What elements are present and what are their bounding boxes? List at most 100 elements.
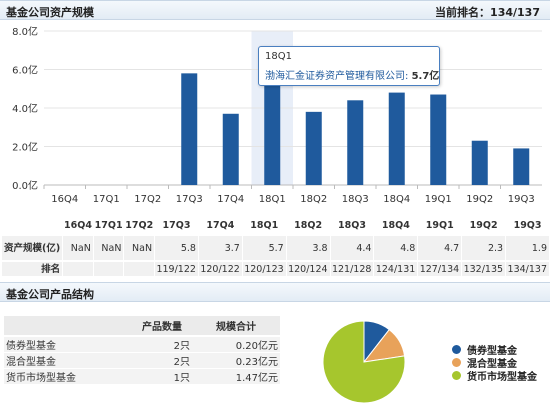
x-tick-label: 18Q2	[300, 194, 327, 205]
x-tick-label: 17Q1	[93, 194, 120, 205]
x-tick-label: 19Q1	[425, 194, 452, 205]
legend-dot-icon	[452, 345, 461, 354]
y-tick-label: 0.0亿	[12, 179, 38, 192]
bar[interactable]	[264, 75, 281, 185]
table-row: 债券型基金 2只 0.20亿元	[4, 336, 280, 353]
legend-item: 债券型基金	[452, 343, 537, 357]
bar[interactable]	[222, 113, 239, 185]
scale-cell: 4.4	[330, 235, 375, 262]
rank-cell: 132/135	[461, 261, 507, 276]
x-tick-label: 18Q4	[383, 194, 410, 205]
product-col-scale: 规模合计	[192, 316, 280, 337]
tooltip-label: 18Q1	[265, 51, 292, 62]
table-header-cell: 17Q3	[154, 217, 199, 236]
row-label-scale: 资产规模(亿)	[2, 235, 64, 262]
table-header-cell: 18Q4	[373, 217, 419, 236]
table-header-cell: 17Q2	[123, 217, 156, 236]
legend-item: 货币市场型基金	[452, 369, 537, 383]
x-tick-label: 18Q3	[342, 194, 369, 205]
rank-cell: 120/124	[286, 261, 331, 276]
scale-cell: 5.8	[154, 235, 199, 262]
y-tick-label: 4.0亿	[12, 102, 38, 115]
bar[interactable]	[347, 100, 364, 185]
bar[interactable]	[471, 140, 488, 185]
product-col-count: 产品数量	[132, 316, 192, 337]
rank-cell	[93, 261, 125, 276]
scale-cell: 1.9	[505, 235, 550, 262]
rank-cell: 120/123	[242, 261, 287, 276]
x-tick-label: 18Q1	[259, 194, 286, 205]
rank-cell: 121/128	[330, 261, 375, 276]
scale-cell: 4.8	[373, 235, 419, 262]
pie-legend: 债券型基金混合型基金 货币市场型基金	[452, 343, 537, 383]
bar[interactable]	[388, 92, 405, 185]
table-header-cell: 16Q4	[62, 217, 94, 236]
scale-cell: NaN	[123, 235, 156, 262]
asset-scale-bar-chart: 0.0亿 2.0亿 4.0亿 6.0亿 8.0亿 16Q4 17Q1 17Q2 17Q3 17Q4…	[12, 25, 542, 205]
table-header-cell: 18Q2	[286, 217, 331, 236]
product-name: 债券型基金	[4, 336, 132, 353]
product-scale: 0.20亿元	[192, 336, 280, 353]
pie-slice[interactable]	[322, 320, 406, 404]
product-count: 2只	[132, 352, 192, 369]
table-header-cell: 19Q3	[505, 217, 550, 236]
y-tick-label: 6.0亿	[12, 64, 38, 77]
scale-cell: NaN	[93, 235, 125, 262]
table-row: 混合型基金 2只 0.23亿元	[4, 352, 280, 369]
asset-scale-header: 基金公司资产规模 当前排名：134/137	[0, 0, 550, 20]
table-header-cell: 18Q1	[242, 217, 287, 236]
scale-cell: 3.8	[286, 235, 331, 262]
current-rank: 当前排名：134/137	[435, 6, 540, 19]
bar[interactable]	[305, 111, 322, 185]
y-tick-label: 8.0亿	[12, 25, 38, 38]
row-label-rank: 排名	[2, 261, 64, 276]
product-scale: 1.47亿元	[192, 368, 280, 385]
rank-cell: 119/122	[154, 261, 199, 276]
chart-tooltip: 18Q1 渤海汇金证券资产管理有限公司: 5.7亿	[258, 46, 440, 86]
legend-dot-icon	[452, 358, 461, 367]
product-count: 2只	[132, 336, 192, 353]
tooltip-value: 5.7亿	[411, 71, 440, 82]
legend-dot-icon	[452, 371, 461, 380]
rank-cell: 120/122	[198, 261, 243, 276]
table-header-cell: 19Q2	[461, 217, 507, 236]
rank-cell: 127/134	[417, 261, 463, 276]
scale-cell: 5.7	[242, 235, 287, 262]
rank-cell: 134/137	[505, 261, 550, 276]
scale-cell: 3.7	[198, 235, 243, 262]
product-structure-header: 基金公司产品结构	[0, 282, 550, 302]
table-header-cell: 17Q1	[93, 217, 125, 236]
bar[interactable]	[430, 94, 447, 185]
rank-cell	[123, 261, 156, 276]
product-name: 混合型基金	[4, 352, 132, 369]
table-header-cell: 17Q4	[198, 217, 243, 236]
scale-cell: NaN	[62, 235, 94, 262]
y-tick-label: 2.0亿	[12, 141, 38, 154]
rank-cell	[62, 261, 94, 276]
asset-scale-title: 基金公司资产规模	[6, 6, 94, 19]
x-tick-label: 17Q4	[217, 194, 244, 205]
product-count: 1只	[132, 368, 192, 385]
product-col-name	[4, 316, 132, 337]
product-scale: 0.23亿元	[192, 352, 280, 369]
legend-label: 债券型基金	[467, 346, 517, 357]
table-corner	[2, 217, 64, 236]
bar[interactable]	[513, 148, 530, 185]
product-structure-title: 基金公司产品结构	[6, 288, 94, 301]
rank-cell: 124/131	[373, 261, 419, 276]
scale-cell: 4.7	[417, 235, 463, 262]
x-tick-label: 17Q2	[134, 194, 161, 205]
asset-scale-table: 16Q4 17Q1 17Q2 17Q3 17Q4 18Q1 18Q2 18Q3 18Q4 19Q1…	[2, 217, 550, 276]
bar[interactable]	[181, 73, 198, 185]
tooltip-series: 渤海汇金证券资产管理有限公司:	[265, 71, 409, 82]
legend-label: 混合型基金	[467, 359, 517, 370]
x-tick-label: 19Q3	[508, 194, 535, 205]
product-table: 产品数量 规模合计 债券型基金 2只 0.20亿元 混合型基金 2只 0.23亿元 货币市场…	[4, 316, 280, 385]
product-name: 货币市场型基金	[4, 368, 132, 385]
legend-item: 混合型基金	[452, 356, 537, 370]
product-pie-chart	[322, 320, 406, 404]
table-header-cell: 18Q3	[330, 217, 375, 236]
x-tick-label: 17Q3	[176, 194, 203, 205]
table-header-cell: 19Q1	[417, 217, 463, 236]
x-tick-label: 19Q2	[466, 194, 493, 205]
